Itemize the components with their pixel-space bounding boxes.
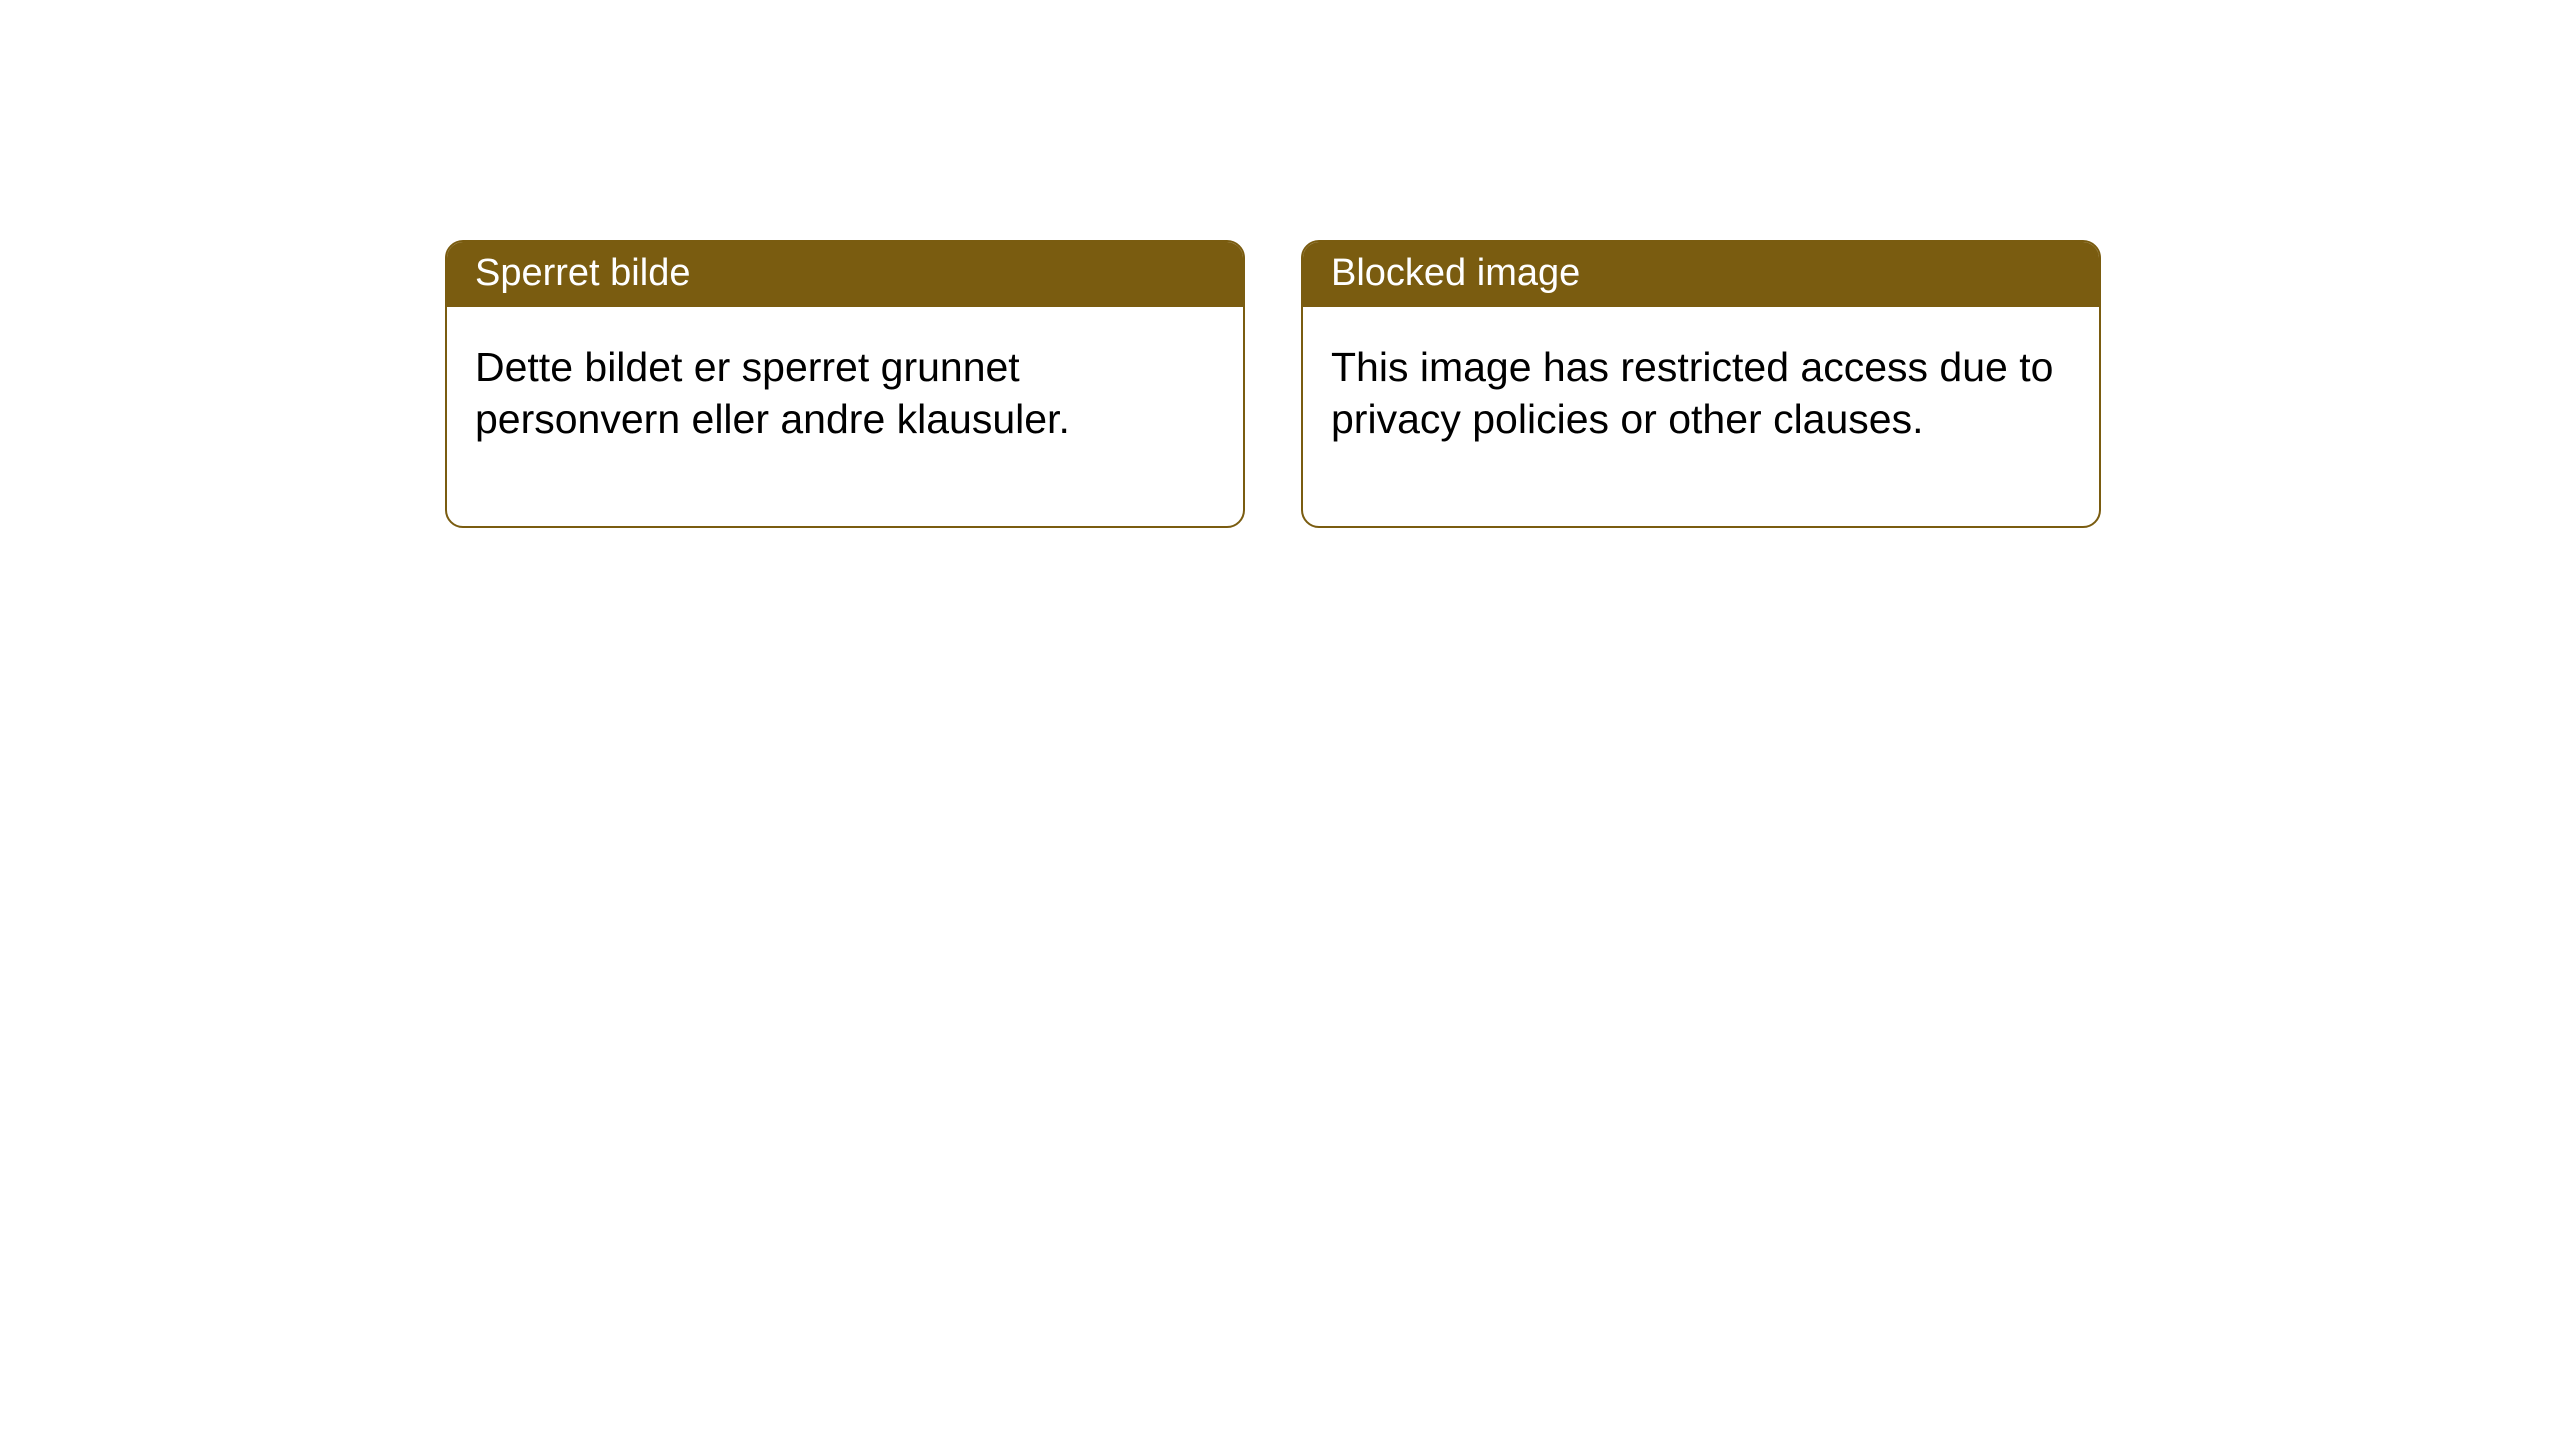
notice-body: This image has restricted access due to … <box>1303 307 2099 526</box>
notice-card-english: Blocked image This image has restricted … <box>1301 240 2101 528</box>
notice-container: Sperret bilde Dette bildet er sperret gr… <box>445 240 2101 528</box>
notice-card-norwegian: Sperret bilde Dette bildet er sperret gr… <box>445 240 1245 528</box>
notice-header: Sperret bilde <box>447 242 1243 307</box>
notice-body: Dette bildet er sperret grunnet personve… <box>447 307 1243 526</box>
notice-header: Blocked image <box>1303 242 2099 307</box>
